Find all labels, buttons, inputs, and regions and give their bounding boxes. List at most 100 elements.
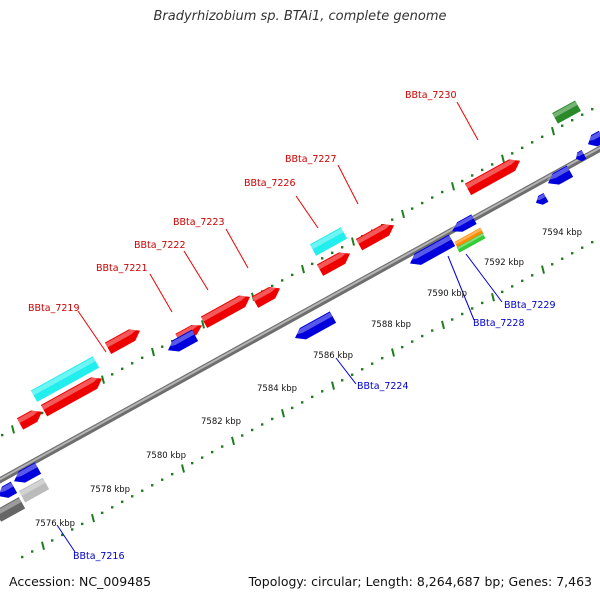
gene-label[interactable]: BBta_7223 xyxy=(173,217,225,228)
minor-tick xyxy=(251,428,254,432)
gene-arrow[interactable] xyxy=(40,373,105,417)
minor-tick xyxy=(61,533,64,537)
minor-tick xyxy=(381,356,384,360)
minor-tick xyxy=(391,218,394,221)
scale-label: 7592 kbp xyxy=(484,258,524,268)
minor-tick xyxy=(591,240,594,244)
minor-tick xyxy=(511,285,514,288)
gene-arrow[interactable] xyxy=(104,325,143,355)
minor-tick xyxy=(71,528,74,531)
gene-arrow[interactable] xyxy=(534,193,549,207)
gene-arrow[interactable] xyxy=(316,248,353,276)
scale-label: 7578 kbp xyxy=(90,485,130,495)
minor-tick xyxy=(161,478,164,481)
minor-tick xyxy=(261,423,264,426)
major-tick xyxy=(551,126,555,136)
accession-text: Accession: NC_009485 xyxy=(9,574,152,589)
minor-tick xyxy=(521,279,524,283)
major-tick xyxy=(541,265,545,274)
minor-tick xyxy=(541,135,544,138)
label-leader-lines xyxy=(56,101,503,553)
gene-label[interactable]: BBta_7230 xyxy=(405,90,457,101)
major-tick xyxy=(331,381,335,390)
gene-arrow[interactable] xyxy=(355,220,397,251)
minor-tick xyxy=(131,495,134,498)
minor-tick xyxy=(501,290,504,294)
minor-tick xyxy=(531,274,534,277)
gene-arrow[interactable] xyxy=(454,227,484,249)
gene-arrow[interactable] xyxy=(165,329,199,356)
minor-tick xyxy=(291,273,294,277)
minor-tick xyxy=(561,257,564,260)
label-leader-line xyxy=(225,228,249,269)
gene-arrow[interactable] xyxy=(545,165,574,189)
gene-features xyxy=(0,100,600,522)
gene-arrow[interactable] xyxy=(464,155,523,196)
label-leader-line xyxy=(56,524,76,553)
gene-arrow-highlight[interactable] xyxy=(309,227,348,256)
minor-tick xyxy=(571,252,574,255)
minor-tick xyxy=(491,163,494,166)
gene-arrow-highlight[interactable] xyxy=(30,356,100,402)
minor-tick xyxy=(531,141,534,144)
minor-tick xyxy=(271,417,274,421)
gene-arrow[interactable] xyxy=(11,462,42,487)
gene-arrow[interactable] xyxy=(552,100,581,124)
gene-arrow[interactable] xyxy=(292,311,337,343)
label-leader-line xyxy=(149,273,173,313)
major-tick xyxy=(301,264,305,274)
minor-tick xyxy=(311,262,314,266)
minor-tick xyxy=(571,119,574,122)
minor-tick xyxy=(111,506,114,509)
gene-arrow[interactable] xyxy=(251,283,283,308)
major-tick xyxy=(501,154,505,163)
major-tick xyxy=(401,209,405,219)
minor-tick xyxy=(271,284,274,288)
scale-label: 7594 kbp xyxy=(542,228,582,238)
gene-label[interactable]: BBta_7219 xyxy=(28,303,80,314)
gene-label[interactable]: BBta_7228 xyxy=(473,318,525,329)
scale-label: 7586 kbp xyxy=(313,351,353,361)
gene-arrow[interactable] xyxy=(574,150,587,163)
label-leader-line xyxy=(337,164,359,205)
minor-tick xyxy=(31,550,34,553)
gene-label[interactable]: BBta_7224 xyxy=(357,381,409,392)
minor-tick xyxy=(421,201,424,205)
minor-tick xyxy=(141,356,144,359)
minor-tick xyxy=(471,174,474,177)
gene-label[interactable]: BBta_7222 xyxy=(134,240,186,251)
minor-tick xyxy=(241,434,244,437)
minor-tick xyxy=(171,339,174,343)
gene-arrow[interactable] xyxy=(200,291,253,329)
gene-label[interactable]: BBta_7221 xyxy=(96,263,148,274)
minor-tick xyxy=(581,246,584,249)
minor-tick xyxy=(461,179,464,183)
gene-arrow[interactable] xyxy=(0,497,26,522)
major-tick xyxy=(351,237,355,246)
minor-tick xyxy=(461,312,464,316)
map-labels: 7576 kbp 7578 kbp 7580 kbp 7582 kbp 7584 kbp… xyxy=(28,90,582,562)
minor-tick xyxy=(221,445,224,448)
minor-tick xyxy=(411,340,414,343)
minor-tick xyxy=(581,113,584,116)
gene-label[interactable]: BBta_7229 xyxy=(504,300,556,311)
minor-tick xyxy=(281,279,284,282)
minor-tick xyxy=(411,207,414,210)
minor-tick xyxy=(401,345,404,349)
gene-arrow[interactable] xyxy=(585,130,600,150)
gene-arrow[interactable] xyxy=(407,234,456,270)
gene-label[interactable]: BBta_7227 xyxy=(285,154,337,165)
label-leader-line xyxy=(456,101,479,141)
gene-arrow[interactable] xyxy=(18,477,50,503)
gene-arrow[interactable] xyxy=(16,406,45,430)
gene-label[interactable]: BBta_7226 xyxy=(244,178,296,189)
gene-label[interactable]: BBta_7216 xyxy=(73,551,125,562)
minor-tick xyxy=(481,168,484,172)
minor-tick xyxy=(171,472,174,476)
gene-arrow[interactable] xyxy=(449,214,477,236)
gene-arrow[interactable] xyxy=(0,481,18,502)
minor-tick xyxy=(121,500,124,504)
scale-label: 7590 kbp xyxy=(427,289,467,299)
gene-arrow[interactable] xyxy=(456,233,486,253)
